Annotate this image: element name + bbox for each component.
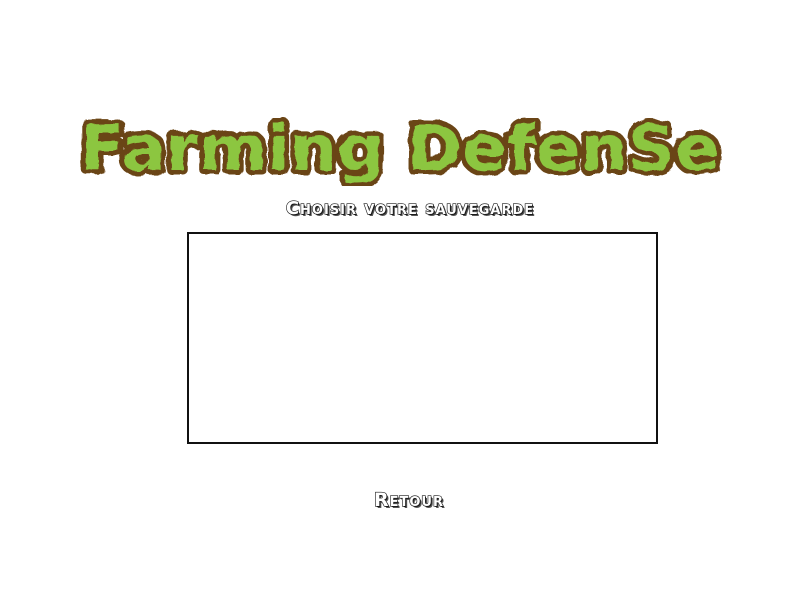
back-button[interactable]: Retour — [373, 488, 444, 511]
game-title-logo: Farming DefenSe — [66, 102, 734, 187]
save-slot-list[interactable] — [187, 232, 658, 444]
game-title: Farming DefenSe — [80, 112, 720, 185]
choose-save-heading: Choisir votre sauvegarde — [285, 197, 535, 219]
